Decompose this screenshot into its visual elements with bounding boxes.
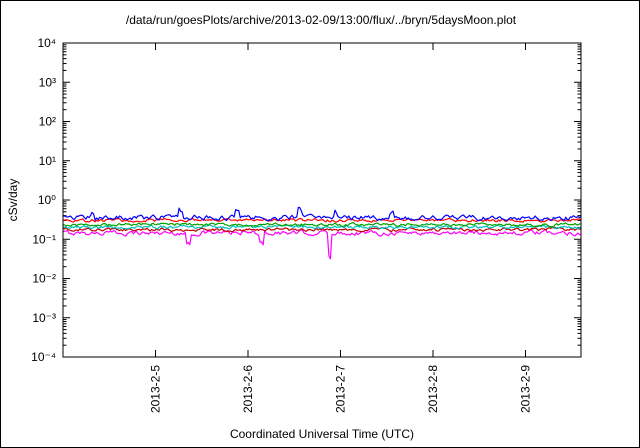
y-tick-label: 10³ xyxy=(39,75,56,89)
flux-trace-red xyxy=(62,217,582,223)
x-tick-label: 2013-2-8 xyxy=(426,365,440,413)
flux-trace-darkred xyxy=(62,226,582,233)
x-tick-label: 2013-2-6 xyxy=(241,365,255,413)
y-tick-label: 10⁴ xyxy=(37,36,56,50)
y-tick-label: 10¹ xyxy=(39,154,56,168)
y-axis-ticks: 10⁴ 10³ 10² 10¹ 10⁰ 10⁻¹ 10⁻² 10⁻³ 10⁻⁴ xyxy=(31,36,581,364)
x-tick-label: 2013-2-7 xyxy=(334,365,348,413)
y-tick-label: 10⁻¹ xyxy=(32,232,56,246)
y-tick-label: 10⁻² xyxy=(32,272,56,286)
y-tick-label: 10⁻³ xyxy=(32,311,56,325)
plot-border xyxy=(62,42,582,358)
y-axis-label: cSv/day xyxy=(6,179,20,222)
series-lines xyxy=(62,206,582,260)
y-tick-label: 10² xyxy=(39,115,56,129)
flux-trace-blue xyxy=(62,206,582,222)
chart-title: /data/run/goesPlots/archive/2013-02-09/1… xyxy=(126,13,517,27)
y-tick-label: 10⁰ xyxy=(38,193,56,207)
x-tick-label: 2013-2-9 xyxy=(519,365,533,413)
x-tick-label: 2013-2-5 xyxy=(149,365,163,413)
y-tick-label: 10⁻⁴ xyxy=(31,350,56,364)
x-axis-label: Coordinated Universal Time (UTC) xyxy=(230,427,414,441)
flux-trace-green xyxy=(62,221,582,228)
x-axis-ticks: 2013-2-5 2013-2-6 2013-2-7 2013-2-8 2013-2-9 xyxy=(149,43,533,413)
flux-trace-cyan xyxy=(62,224,582,230)
flux-trace-magenta xyxy=(62,229,582,260)
